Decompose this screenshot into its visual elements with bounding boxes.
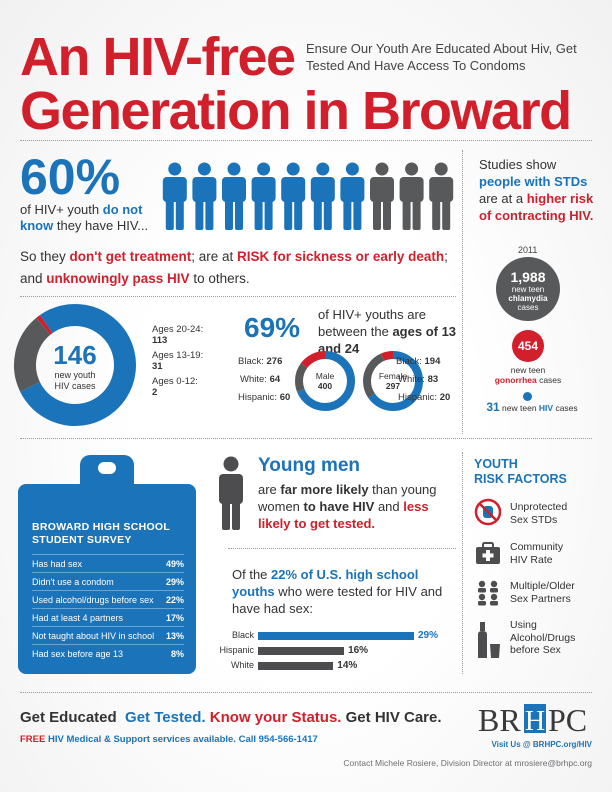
chlamydia-circle: 1,988 new teen chlamydia cases [496, 257, 560, 321]
svg-text:PC: PC [548, 702, 587, 736]
person-icon [251, 162, 276, 230]
slice-ages-20-24 [14, 304, 136, 426]
gonorrhea-value: 454 [517, 339, 539, 353]
hiv-cases-label: 31 new teen HIV cases [486, 400, 578, 414]
people-group-icon [478, 580, 498, 606]
young-men-text: are far more likely than young women to … [258, 482, 437, 531]
male-donut: Male 400 [295, 351, 355, 411]
male-hispanic: Hispanic: 60 [238, 392, 291, 403]
stat-69-value: 69% [244, 312, 301, 343]
female-label: Female [379, 371, 408, 381]
person-icon [429, 162, 454, 230]
title-line-2: Generation in Broward [20, 81, 572, 141]
stat-60-value: 60% [20, 149, 121, 205]
bar-value-hispanic: 16% [348, 645, 369, 656]
svg-text:new youth: new youth [54, 370, 95, 380]
bar-hispanic [258, 647, 345, 655]
male-total: 400 [318, 381, 332, 391]
divider [20, 692, 592, 693]
female-slice-white [363, 351, 423, 411]
people-pictogram [162, 162, 454, 230]
bottle-glass-icon [478, 622, 500, 658]
divider [462, 452, 463, 674]
divider [20, 438, 592, 439]
person-icon [310, 162, 335, 230]
female-hispanic: Hispanic: 20 [398, 392, 451, 403]
cases-total: 146 [53, 340, 96, 370]
risk-item-alcohol: Using Alcohol/Drugs before Sex [510, 619, 576, 656]
divider [228, 548, 456, 549]
male-white: White: 64 [240, 374, 281, 385]
man-icon [219, 456, 243, 530]
consequence-text: So they don't get treatment; are at RISK… [20, 249, 448, 286]
female-black: Black: 194 [396, 356, 441, 367]
title-line-1: An HIV-free [20, 27, 296, 87]
survey-row: Had at least 4 partners 17% [32, 608, 184, 626]
risk-item-community: Community HIV Rate [510, 541, 564, 566]
gonorrhea-circle: 454 [512, 330, 544, 362]
svg-text:H: H [525, 706, 545, 736]
stds-year: 2011 [518, 245, 538, 255]
cases-donut: 146 new youth HIV cases [14, 304, 136, 426]
tagline: Ensure Our Youth Are Educated About Hiv,… [306, 41, 577, 73]
female-donut: Female 297 [363, 351, 423, 411]
bar-value-white: 14% [337, 660, 358, 671]
young-men-title: Young men [258, 455, 361, 476]
person-icon [222, 162, 246, 230]
clipboard-icon [18, 484, 196, 674]
person-icon [192, 162, 217, 230]
bar-label-white: White [230, 660, 254, 670]
stds-text: Studies show people with STDs are at a h… [479, 157, 594, 223]
survey-row: Not taught about HIV in school 13% [32, 626, 184, 644]
male-slice-black [295, 351, 355, 411]
female-white: White: 83 [398, 374, 439, 385]
svg-text:HIV cases: HIV cases [54, 381, 96, 391]
age-group-20-24: Ages 20-24: 113 [152, 324, 204, 346]
divider [462, 150, 463, 434]
svg-text:BR: BR [478, 702, 521, 736]
risk-item-partners: Multiple/Older Sex Partners [510, 580, 575, 605]
divider [20, 296, 456, 297]
bar-label-hispanic: Hispanic [219, 645, 254, 655]
risk-factors-title: YOUTH RISK FACTORS [474, 457, 567, 486]
survey-row: Had sex before age 13 8% [32, 644, 184, 662]
chlamydia-value: 1,988 [510, 269, 546, 285]
medical-kit-icon [476, 542, 500, 564]
female-slice-black [363, 351, 423, 411]
bar-black [258, 632, 414, 640]
male-label: Male [316, 371, 335, 381]
brhpc-logo: BR H PC [478, 702, 587, 736]
stat-60-text: of HIV+ youth do not know they have HIV.… [20, 202, 149, 233]
gonorrhea-label: new teen gonorrhea cases [494, 365, 562, 385]
bar-label-black: Black [231, 630, 254, 640]
divider [20, 140, 592, 141]
no-condom-icon [474, 498, 502, 526]
hiv-dot [523, 392, 532, 401]
person-icon [281, 162, 306, 230]
survey-row: Used alcohol/drugs before sex 22% [32, 590, 184, 608]
survey-row: Has had sex 49% [32, 554, 184, 572]
age-group-13-19: Ages 13-19: 31 [152, 350, 204, 372]
age-group-0-12: Ages 0-12: 2 [152, 376, 198, 398]
stat-69-text: of HIV+ youths are between the ages of 1… [318, 307, 457, 356]
person-icon [370, 162, 394, 230]
footer-contact: Contact Michele Rosiere, Division Direct… [343, 758, 592, 768]
tested-text: Of the 22% of U.S. high school youths wh… [232, 567, 443, 616]
clipboard-hole [98, 462, 116, 474]
person-icon [399, 162, 424, 230]
male-slice-white [295, 351, 355, 411]
person-icon [340, 162, 365, 230]
bar-white [258, 662, 334, 670]
risk-item-unprotected: Unprotected Sex STDs [510, 501, 568, 526]
footer-slogan: Get Educated Get Tested. Know your Statu… [20, 709, 442, 726]
male-black: Black: 276 [238, 356, 283, 367]
person-icon [162, 162, 187, 230]
bar-value-black: 29% [418, 630, 439, 641]
female-total: 297 [386, 381, 400, 391]
survey-row: Didn't use a condom 29% [32, 572, 184, 590]
footer-free-services: FREE HIV Medical & Support services avai… [20, 734, 318, 745]
visit-link[interactable]: Visit Us @ BRHPC.org/HIV [491, 740, 592, 749]
survey-title: BROWARD HIGH SCHOOL STUDENT SURVEY [32, 521, 170, 546]
